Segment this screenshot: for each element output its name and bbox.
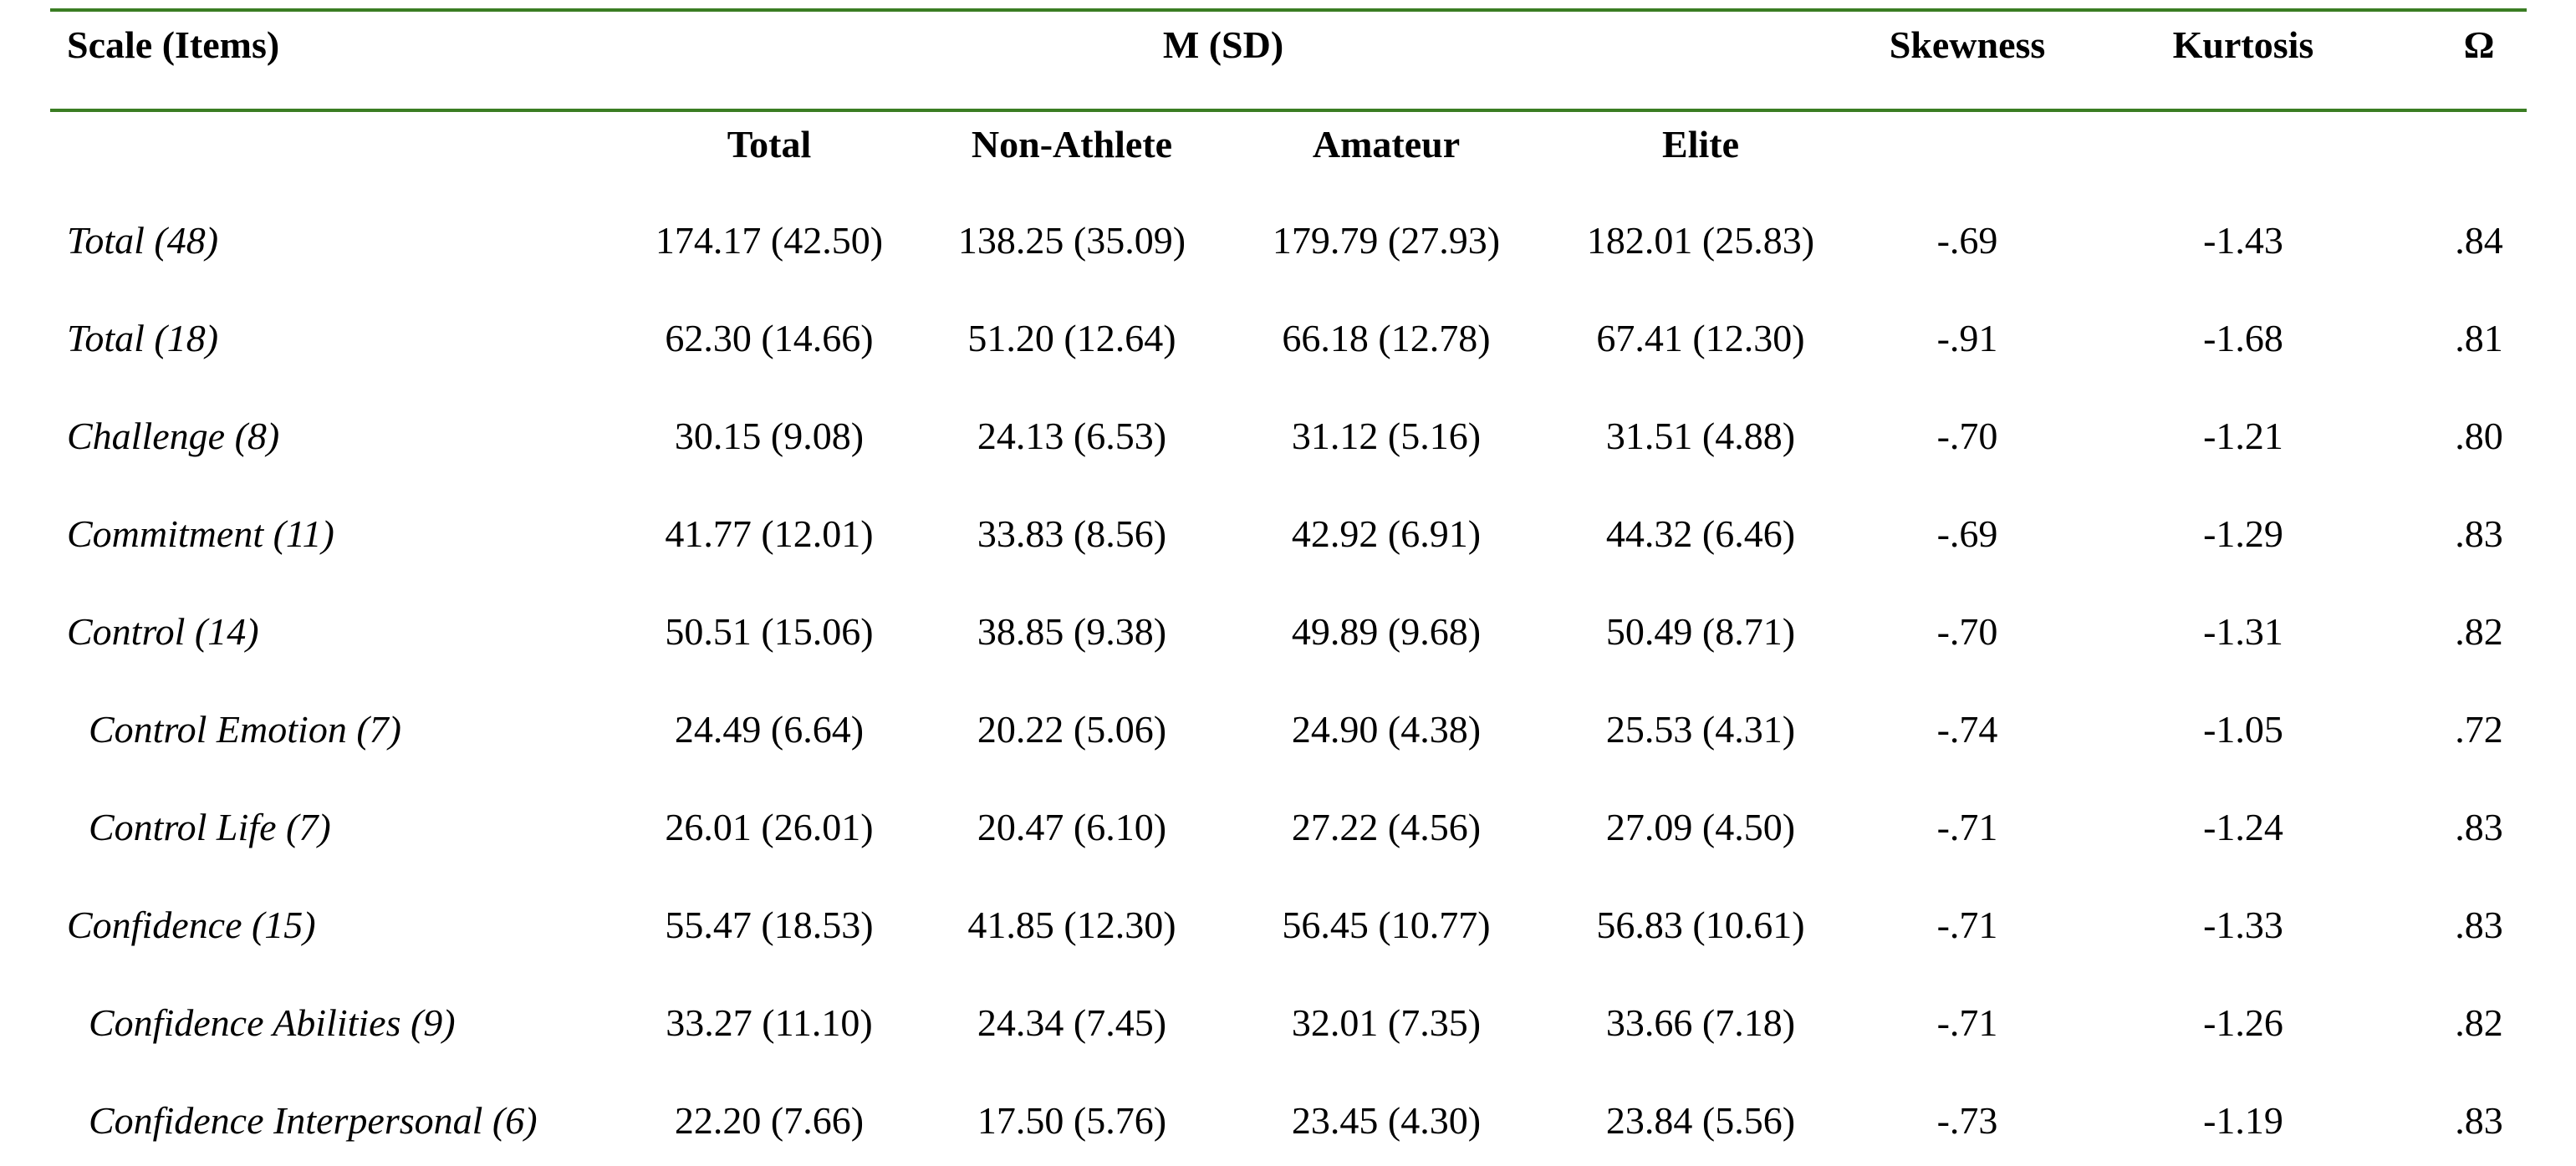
header-scale: Scale (Items) [67, 23, 280, 66]
cell-non-athlete: 138.25 (35.09) [957, 219, 1186, 262]
cell-skewness: -.91 [1936, 317, 1998, 359]
cell-skewness: -.73 [1936, 1099, 1998, 1142]
cell-kurtosis: -1.31 [2203, 610, 2283, 653]
row-label: Commitment (11) [67, 512, 334, 555]
cell-kurtosis: -1.68 [2203, 317, 2283, 359]
cell-elite: 23.84 (5.56) [1605, 1099, 1796, 1142]
cell-non-athlete: 17.50 (5.76) [977, 1099, 1167, 1142]
cell-non-athlete: 20.22 (5.06) [977, 708, 1167, 751]
cell-total: 50.51 (15.06) [665, 610, 874, 653]
cell-total: 26.01 (26.01) [665, 806, 874, 848]
cell-amateur: 23.45 (4.30) [1291, 1099, 1482, 1142]
cell-amateur: 27.22 (4.56) [1291, 806, 1482, 848]
header-omega: Ω [2463, 23, 2495, 66]
cell-omega: .82 [2455, 610, 2503, 653]
cell-total: 55.47 (18.53) [665, 904, 874, 946]
cell-kurtosis: -1.19 [2203, 1099, 2283, 1142]
cell-total: 41.77 (12.01) [665, 512, 874, 555]
cell-total: 22.20 (7.66) [674, 1099, 865, 1142]
cell-non-athlete: 41.85 (12.30) [967, 904, 1176, 946]
cell-skewness: -.70 [1936, 415, 1998, 457]
cell-elite: 67.41 (12.30) [1596, 317, 1805, 359]
cell-elite: 31.51 (4.88) [1605, 415, 1796, 457]
cell-non-athlete: 51.20 (12.64) [967, 317, 1176, 359]
cell-non-athlete: 24.34 (7.45) [977, 1001, 1167, 1044]
header-rule [50, 109, 2527, 112]
cell-skewness: -.69 [1936, 219, 1998, 262]
cell-skewness: -.71 [1936, 1001, 1998, 1044]
subheader-non-athlete: Non-Athlete [971, 123, 1173, 165]
header-kurtosis: Kurtosis [2172, 23, 2314, 66]
cell-non-athlete: 20.47 (6.10) [977, 806, 1167, 848]
row-label: Challenge (8) [67, 415, 280, 457]
cell-total: 174.17 (42.50) [655, 219, 884, 262]
cell-kurtosis: -1.24 [2203, 806, 2283, 848]
cell-total: 24.49 (6.64) [674, 708, 865, 751]
header-msd: M (SD) [1162, 23, 1284, 66]
subheader-amateur: Amateur [1312, 123, 1461, 165]
row-label: Confidence Interpersonal (6) [89, 1099, 538, 1142]
cell-omega: .72 [2455, 708, 2503, 751]
cell-skewness: -.69 [1936, 512, 1998, 555]
row-label: Confidence (15) [67, 904, 316, 946]
cell-elite: 33.66 (7.18) [1605, 1001, 1796, 1044]
row-label: Confidence Abilities (9) [89, 1001, 456, 1044]
row-label: Control (14) [67, 610, 259, 653]
cell-omega: .81 [2455, 317, 2503, 359]
cell-elite: 27.09 (4.50) [1605, 806, 1796, 848]
cell-elite: 182.01 (25.83) [1586, 219, 1815, 262]
cell-elite: 50.49 (8.71) [1605, 610, 1796, 653]
cell-omega: .80 [2455, 415, 2503, 457]
cell-kurtosis: -1.43 [2203, 219, 2283, 262]
cell-omega: .83 [2455, 1099, 2503, 1142]
cell-kurtosis: -1.29 [2203, 512, 2283, 555]
cell-total: 62.30 (14.66) [665, 317, 874, 359]
cell-elite: 56.83 (10.61) [1596, 904, 1805, 946]
cell-amateur: 56.45 (10.77) [1282, 904, 1491, 946]
cell-omega: .83 [2455, 806, 2503, 848]
top-rule [50, 8, 2527, 12]
row-label: Total (48) [67, 219, 219, 262]
cell-amateur: 32.01 (7.35) [1291, 1001, 1482, 1044]
cell-omega: .83 [2455, 904, 2503, 946]
cell-amateur: 24.90 (4.38) [1291, 708, 1482, 751]
cell-omega: .84 [2455, 219, 2503, 262]
cell-amateur: 42.92 (6.91) [1291, 512, 1482, 555]
subheader-total: Total [727, 123, 812, 165]
cell-elite: 44.32 (6.46) [1605, 512, 1796, 555]
cell-amateur: 179.79 (27.93) [1272, 219, 1501, 262]
cell-skewness: -.71 [1936, 904, 1998, 946]
cell-skewness: -.71 [1936, 806, 1998, 848]
cell-skewness: -.74 [1936, 708, 1998, 751]
header-skewness: Skewness [1889, 23, 2046, 66]
cell-amateur: 31.12 (5.16) [1291, 415, 1482, 457]
cell-kurtosis: -1.21 [2203, 415, 2283, 457]
cell-total: 30.15 (9.08) [674, 415, 865, 457]
row-label: Control Emotion (7) [89, 708, 401, 751]
cell-omega: .83 [2455, 512, 2503, 555]
cell-kurtosis: -1.33 [2203, 904, 2283, 946]
cell-elite: 25.53 (4.31) [1605, 708, 1796, 751]
cell-amateur: 66.18 (12.78) [1282, 317, 1491, 359]
cell-non-athlete: 33.83 (8.56) [977, 512, 1167, 555]
cell-kurtosis: -1.26 [2203, 1001, 2283, 1044]
cell-non-athlete: 38.85 (9.38) [977, 610, 1167, 653]
cell-non-athlete: 24.13 (6.53) [977, 415, 1167, 457]
subheader-elite: Elite [1662, 123, 1739, 165]
cell-amateur: 49.89 (9.68) [1291, 610, 1482, 653]
row-label: Total (18) [67, 317, 219, 359]
row-label: Control Life (7) [89, 806, 331, 848]
cell-kurtosis: -1.05 [2203, 708, 2283, 751]
cell-omega: .82 [2455, 1001, 2503, 1044]
cell-skewness: -.70 [1936, 610, 1998, 653]
cell-total: 33.27 (11.10) [666, 1001, 873, 1044]
